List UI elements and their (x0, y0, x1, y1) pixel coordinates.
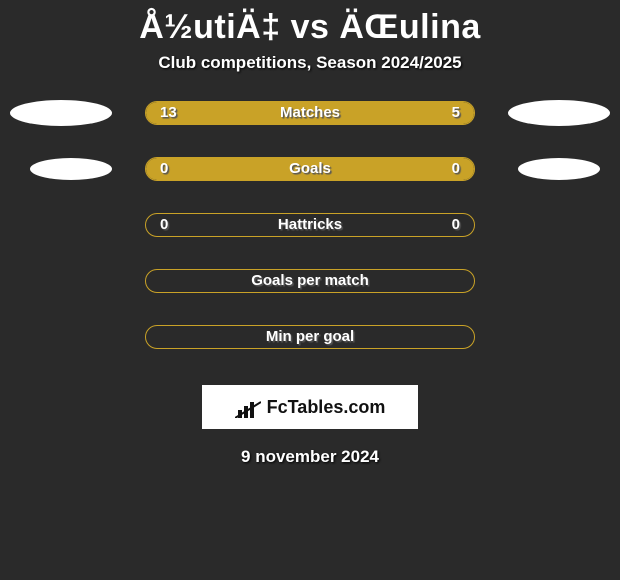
fctables-logo[interactable]: FcTables.com (202, 385, 418, 429)
stat-label: Goals (289, 160, 331, 177)
logo-text: FcTables.com (267, 397, 386, 418)
stat-row: 0 Goals 0 (0, 157, 620, 181)
stat-left-value: 13 (160, 104, 177, 121)
player-left-marker (30, 158, 112, 180)
stat-label: Min per goal (266, 328, 354, 345)
stat-bar: Min per goal (145, 325, 475, 349)
stat-row: 0 Hattricks 0 (0, 213, 620, 237)
bar-chart-icon (235, 396, 261, 418)
stat-row: 13 Matches 5 (0, 101, 620, 125)
stat-left-value: 0 (160, 216, 168, 233)
page-title: Å½utiÄ‡ vs ÄŒulina (0, 0, 620, 53)
stat-row: Min per goal (0, 325, 620, 349)
stat-right-value: 5 (452, 104, 460, 121)
stat-bar: Goals per match (145, 269, 475, 293)
stat-bar: 13 Matches 5 (145, 101, 475, 125)
player-right-marker (508, 100, 610, 126)
stat-bar: 0 Hattricks 0 (145, 213, 475, 237)
stat-label: Goals per match (251, 272, 369, 289)
player-left-marker (10, 100, 112, 126)
player-right-marker (518, 158, 600, 180)
stat-bar: 0 Goals 0 (145, 157, 475, 181)
date-label: 9 november 2024 (0, 447, 620, 467)
stat-label: Hattricks (278, 216, 342, 233)
stat-right-value: 0 (452, 160, 460, 177)
stat-right-value: 0 (452, 216, 460, 233)
subtitle: Club competitions, Season 2024/2025 (0, 53, 620, 101)
stat-label: Matches (280, 104, 340, 121)
stat-row: Goals per match (0, 269, 620, 293)
stat-left-value: 0 (160, 160, 168, 177)
